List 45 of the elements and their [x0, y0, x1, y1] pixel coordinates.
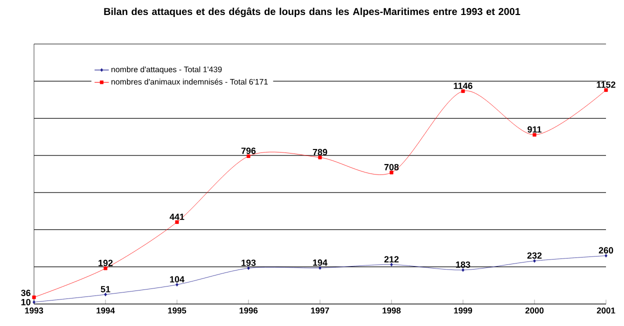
point: [176, 282, 178, 286]
point: [246, 154, 250, 158]
x-tick-label: 1993: [25, 308, 44, 314]
chart-title: Bilan des attaques et des dégâts de loups dans les Alpes-Maritimes entre 1993 et 2001: [104, 8, 520, 18]
data-label: 51: [100, 286, 110, 292]
x-tick-label: 2001: [596, 308, 616, 314]
data-label: 194: [313, 259, 328, 266]
data-label: 10: [21, 298, 30, 306]
data-label: 232: [527, 252, 542, 259]
x-tick-label: 1994: [96, 308, 115, 314]
data-label: 796: [241, 148, 256, 154]
data-label: 104: [170, 276, 184, 282]
point: [533, 259, 536, 263]
x-tick-label: 2000: [525, 308, 544, 314]
data-label: 789: [312, 148, 328, 156]
point: [390, 170, 394, 174]
point: [532, 133, 536, 137]
point: [318, 156, 322, 160]
data-label: 911: [528, 126, 542, 133]
point: [104, 266, 108, 270]
point: [390, 262, 393, 266]
data-label: 212: [384, 256, 399, 262]
point: [175, 220, 179, 224]
data-label: 1146: [454, 82, 472, 89]
point: [461, 89, 465, 93]
point: [604, 88, 608, 92]
point: [32, 300, 36, 304]
point: [104, 292, 107, 296]
point: [462, 268, 464, 272]
point: [318, 266, 322, 270]
data-label: 192: [98, 260, 113, 266]
point: [247, 266, 250, 270]
point: [604, 254, 608, 258]
data-label: 193: [242, 260, 256, 266]
x-tick-label: 1998: [382, 308, 401, 314]
x-tick-label: 1995: [168, 308, 186, 314]
data-label: 260: [598, 247, 614, 254]
data-label: 36: [21, 290, 30, 296]
data-label: 708: [384, 164, 399, 170]
point: [32, 296, 36, 300]
data-label: 441: [170, 214, 184, 220]
x-tick-label: 1999: [454, 308, 472, 314]
data-label: 1152: [596, 82, 616, 88]
x-tick-label: 1997: [311, 308, 330, 314]
x-tick-label: 1996: [240, 308, 258, 314]
